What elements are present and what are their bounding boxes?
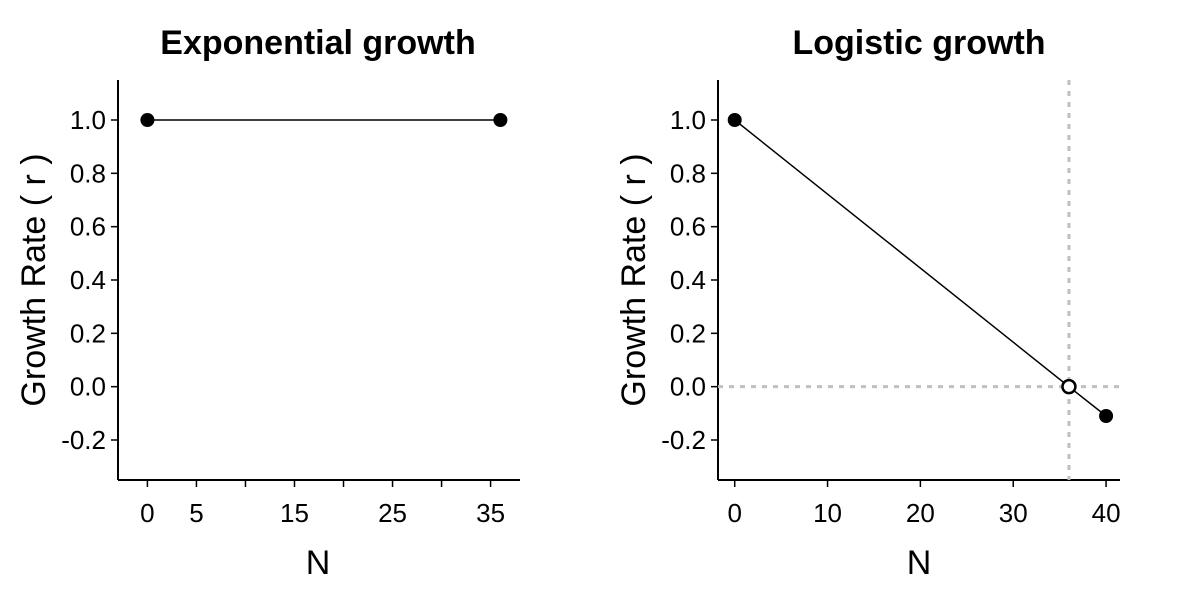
y-tick-label: -0.2 — [661, 425, 706, 455]
data-point — [1099, 409, 1114, 423]
x-tick-label: 0 — [140, 498, 154, 528]
y-tick-label: 0.0 — [70, 372, 106, 402]
y-tick-label: 0.8 — [70, 158, 106, 188]
y-tick-label: 0.6 — [670, 212, 706, 242]
y-tick-label: 0.6 — [70, 212, 106, 242]
y-axis-label: Growth Rate ( r ) — [615, 153, 653, 406]
y-tick-label: 0.4 — [70, 265, 106, 295]
x-tick-label: 25 — [378, 498, 407, 528]
axes — [717, 80, 1120, 481]
x-tick-label: 15 — [280, 498, 309, 528]
y-tick-label: 1.0 — [70, 105, 106, 135]
reference-lines — [718, 80, 1120, 480]
x-axis-label: N — [907, 544, 932, 582]
chart-title: Exponential growth — [160, 24, 475, 62]
y-tick-label: 0.8 — [670, 158, 706, 188]
series-line — [734, 119, 1107, 417]
x-tick-label: 20 — [906, 498, 935, 528]
x-tick-label: 5 — [189, 498, 203, 528]
y-tick-label: 0.2 — [670, 318, 706, 348]
exponential-growth-panel: Exponential growth N Growth Rate ( r ) -… — [15, 24, 520, 582]
y-tick-label: 0.4 — [670, 265, 706, 295]
y-tick-label: -0.2 — [61, 425, 106, 455]
ticks: -0.2 0.0 0.2 0.4 0.6 0.8 1.0 0 10 20 30 40 — [661, 105, 1120, 528]
axes — [117, 80, 520, 481]
data-point — [493, 113, 508, 127]
data-point — [727, 113, 742, 127]
logistic-growth-panel: Logistic growth N Growth Rate ( r ) -0.2… — [615, 24, 1121, 582]
y-tick-label: 0.0 — [670, 372, 706, 402]
chart-title: Logistic growth — [792, 24, 1045, 62]
x-tick-label: 0 — [727, 498, 741, 528]
data-marks — [140, 113, 508, 127]
data-marks — [727, 113, 1114, 423]
y-tick-label: 1.0 — [670, 105, 706, 135]
x-tick-label: 40 — [1092, 498, 1121, 528]
x-tick-label: 30 — [999, 498, 1028, 528]
y-axis-label: Growth Rate ( r ) — [15, 153, 53, 406]
data-point — [140, 113, 155, 127]
ticks: -0.2 0.0 0.2 0.4 0.6 0.8 1.0 0 5 15 25 35 — [61, 105, 505, 528]
y-tick-label: 0.2 — [70, 318, 106, 348]
x-axis-label: N — [306, 544, 331, 582]
x-tick-label: 10 — [813, 498, 842, 528]
x-tick-label: 35 — [476, 498, 505, 528]
data-point-open — [1061, 378, 1077, 395]
